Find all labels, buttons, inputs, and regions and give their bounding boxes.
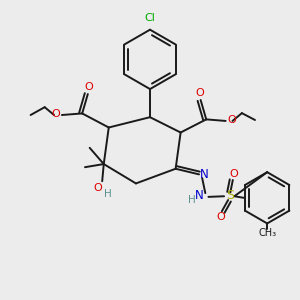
Text: O: O [196,88,204,98]
Text: N: N [195,189,203,202]
Text: H: H [104,189,112,199]
Text: O: O [93,183,102,193]
Text: CH₃: CH₃ [259,228,277,238]
Text: N: N [200,168,209,181]
Text: Cl: Cl [145,13,155,23]
Text: H: H [188,195,196,205]
Text: S: S [226,189,234,202]
Text: O: O [52,110,61,119]
Text: O: O [230,169,238,179]
Text: O: O [84,82,93,92]
Text: O: O [227,115,236,125]
Text: O: O [216,212,225,223]
